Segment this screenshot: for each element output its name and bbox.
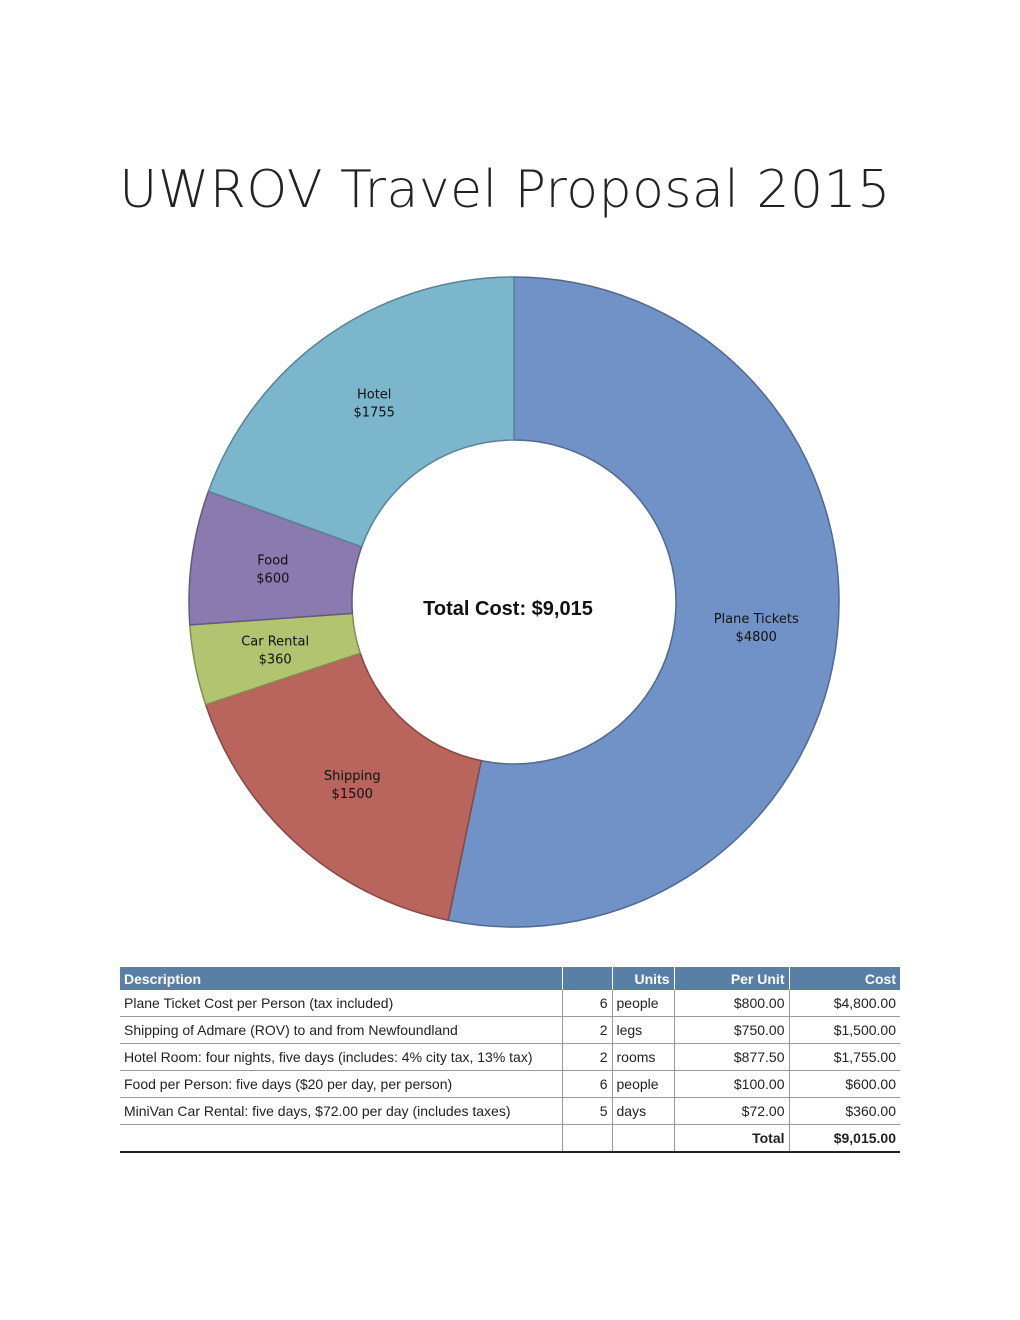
slice-plane-tickets — [447, 276, 840, 928]
row-units: people — [612, 990, 675, 1017]
slice-labels: Plane Tickets $4800 Shipping $1500 Car Renta… — [241, 388, 799, 802]
row-cost: $600.00 — [789, 1070, 900, 1098]
slice-label: Hotel — [357, 388, 391, 403]
row-cost: $360.00 — [789, 1097, 900, 1125]
row-description: Hotel Room: four nights, five days (incl… — [120, 1043, 563, 1071]
row-count: 2 — [562, 1043, 613, 1071]
row-count: 6 — [562, 990, 613, 1017]
row-cost: $1,755.00 — [789, 1043, 900, 1071]
total-spacer — [562, 1124, 613, 1153]
slice-label: Shipping — [324, 769, 381, 784]
row-units: rooms — [612, 1043, 675, 1071]
header-cost: Cost — [789, 967, 900, 990]
slice-label: Food — [257, 553, 288, 568]
slice-hotel — [207, 276, 515, 548]
row-description: Shipping of Admare (ROV) to and from New… — [120, 1016, 563, 1044]
total-spacer — [120, 1124, 563, 1153]
row-units: people — [612, 1070, 675, 1098]
slice-label: Plane Tickets — [714, 612, 799, 627]
slice-value-label: $4800 — [736, 630, 777, 645]
row-units: legs — [612, 1016, 675, 1044]
slice-label: Car Rental — [241, 634, 309, 649]
row-cost: $1,500.00 — [789, 1016, 900, 1044]
cost-table: Description Units Per Unit Cost Plane Ti… — [120, 967, 900, 1153]
row-per-unit: $877.50 — [674, 1043, 790, 1071]
page-title: UWROV Travel Proposal 2015 — [119, 160, 891, 220]
row-description: Plane Ticket Cost per Person (tax includ… — [120, 990, 563, 1017]
table-total-row: Total $9,015.00 — [120, 1124, 900, 1153]
header-count — [562, 967, 613, 990]
donut-chart: Plane Tickets $4800 Shipping $1500 Car Renta… — [188, 276, 840, 928]
row-cost: $4,800.00 — [789, 990, 900, 1017]
table-row: Shipping of Admare (ROV) to and from New… — [120, 1016, 900, 1044]
total-spacer — [612, 1124, 675, 1153]
donut-slices — [188, 276, 840, 928]
header-units: Units — [612, 967, 675, 990]
table-row: Hotel Room: four nights, five days (incl… — [120, 1043, 900, 1071]
total-label: Total — [674, 1124, 790, 1153]
table-header-row: Description Units Per Unit Cost — [120, 967, 900, 990]
row-per-unit: $750.00 — [674, 1016, 790, 1044]
row-count: 6 — [562, 1070, 613, 1098]
header-description: Description — [120, 967, 563, 990]
row-count: 5 — [562, 1097, 613, 1125]
center-total-label: Total Cost: $9,015 — [423, 598, 593, 620]
row-count: 2 — [562, 1016, 613, 1044]
row-description: Food per Person: five days ($20 per day,… — [120, 1070, 563, 1098]
slice-value-label: $1500 — [332, 787, 373, 802]
row-per-unit: $72.00 — [674, 1097, 790, 1125]
row-units: days — [612, 1097, 675, 1125]
slice-value-label: $600 — [256, 571, 289, 586]
row-per-unit: $800.00 — [674, 990, 790, 1017]
total-value: $9,015.00 — [789, 1124, 900, 1153]
slice-value-label: $1755 — [354, 406, 395, 421]
row-description: MiniVan Car Rental: five days, $72.00 pe… — [120, 1097, 563, 1125]
table-row: MiniVan Car Rental: five days, $72.00 pe… — [120, 1097, 900, 1125]
slice-shipping — [204, 652, 483, 922]
table-row: Plane Ticket Cost per Person (tax includ… — [120, 990, 900, 1017]
table-row: Food per Person: five days ($20 per day,… — [120, 1070, 900, 1098]
header-per-unit: Per Unit — [674, 967, 790, 990]
row-per-unit: $100.00 — [674, 1070, 790, 1098]
slice-value-label: $360 — [259, 652, 292, 667]
